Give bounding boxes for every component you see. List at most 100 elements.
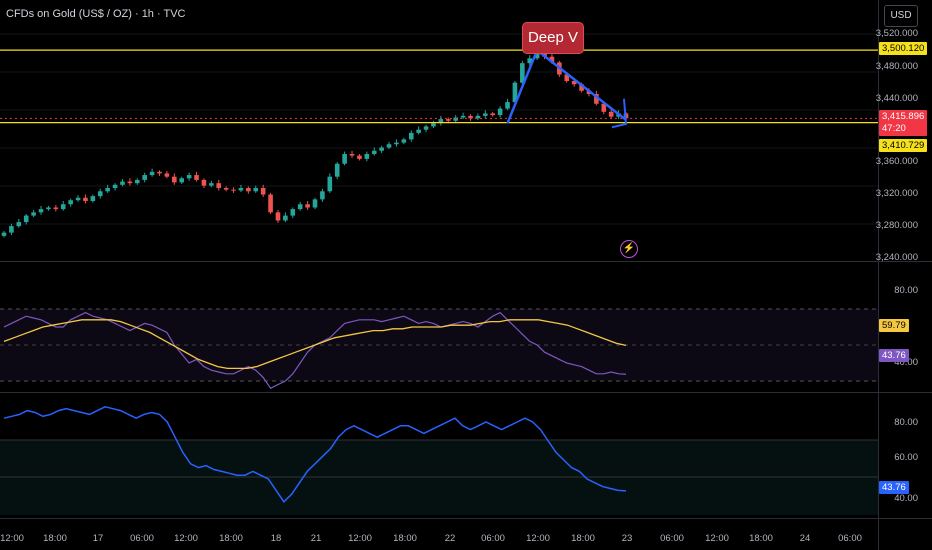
- deep-v-annotation[interactable]: Deep V: [522, 22, 584, 54]
- time-label: 12:00: [174, 533, 198, 544]
- candle-body: [90, 196, 96, 202]
- candle-body: [312, 199, 318, 208]
- candle-body: [349, 153, 355, 156]
- deep-v-arrow: [611, 98, 628, 129]
- candle-body: [564, 74, 570, 82]
- candle-body: [394, 142, 399, 145]
- candle-body: [290, 209, 296, 216]
- candle-body: [490, 113, 496, 116]
- price-tick: 3,480.000: [875, 61, 918, 72]
- candle-body: [549, 56, 555, 63]
- candle-body: [223, 188, 229, 190]
- candle-body: [520, 63, 525, 83]
- candle-body: [601, 103, 607, 112]
- candle-body: [357, 155, 362, 159]
- time-label: 23: [621, 533, 633, 544]
- time-label: 06:00: [481, 533, 505, 544]
- candle-body: [379, 147, 384, 151]
- candle-body: [231, 189, 236, 191]
- candle-body: [512, 82, 518, 103]
- time-label: 18:00: [393, 533, 417, 544]
- candle-body: [9, 226, 14, 233]
- candle-body: [401, 139, 407, 143]
- support-price-tag: 3,410.729: [879, 139, 928, 152]
- candle-body: [172, 176, 177, 183]
- candle-body: [453, 117, 458, 121]
- candle-body: [460, 115, 466, 118]
- candle-body: [594, 93, 599, 104]
- candle-body: [534, 50, 540, 59]
- time-label: 18:00: [219, 533, 243, 544]
- deep-v-drawing: [506, 48, 627, 124]
- candle-body: [579, 84, 584, 91]
- candle-body: [46, 207, 51, 210]
- candle-body: [120, 181, 125, 185]
- candle-body: [112, 184, 118, 189]
- price-axis[interactable]: [878, 0, 932, 550]
- time-label: 06:00: [660, 533, 684, 544]
- candle-body: [23, 215, 29, 223]
- rsi-tick: 80.00: [894, 285, 918, 296]
- candle-body: [1, 232, 7, 236]
- price-tick: 3,440.000: [875, 93, 918, 104]
- candle-body: [60, 204, 66, 210]
- time-label: 18:00: [749, 533, 773, 544]
- time-label: 12:00: [705, 533, 729, 544]
- candle-body: [179, 178, 185, 183]
- price-tick: 3,360.000: [875, 156, 918, 167]
- candle-body: [416, 129, 421, 133]
- candle-body: [334, 163, 340, 177]
- candle-body: [475, 115, 481, 119]
- candle-body: [608, 111, 614, 117]
- candle-body: [127, 181, 133, 184]
- pane-separator[interactable]: [0, 518, 932, 519]
- pane-separator[interactable]: [0, 261, 932, 262]
- resistance-price-tag: 3,500.120: [879, 42, 928, 55]
- candle-body: [497, 108, 503, 116]
- rsi-ma-line: [3, 319, 627, 370]
- price-tick: 3,520.000: [875, 28, 918, 39]
- lightning-icon[interactable]: ⚡: [620, 240, 638, 258]
- candle-body: [445, 119, 451, 121]
- oscillator-line: [3, 406, 627, 503]
- current-price-tag: 3,415.896 47:20: [879, 110, 928, 136]
- time-label: 06:00: [838, 533, 862, 544]
- candle-body: [216, 183, 222, 189]
- candle-body: [283, 215, 288, 221]
- candle-body: [142, 175, 147, 180]
- candle-body: [16, 222, 22, 227]
- candle-body: [246, 188, 251, 192]
- candle-body: [53, 207, 59, 210]
- currency-button[interactable]: USD: [884, 5, 918, 27]
- time-label: 18:00: [43, 533, 67, 544]
- candle-body: [364, 153, 370, 159]
- bar-countdown: 47:20: [882, 123, 906, 134]
- candle-body: [260, 188, 266, 195]
- time-label: 12:00: [0, 533, 24, 544]
- pane-separator[interactable]: [0, 392, 932, 393]
- candle-body: [157, 171, 162, 174]
- candle-body: [97, 191, 103, 197]
- chart-canvas[interactable]: [0, 0, 878, 550]
- osc-tick: 60.00: [894, 452, 918, 463]
- candle-body: [505, 102, 510, 109]
- candle-body: [68, 200, 73, 205]
- symbol-title[interactable]: CFDs on Gold (US$ / OZ) · 1h · TVC: [6, 8, 186, 20]
- chart-area[interactable]: [0, 0, 878, 550]
- candle-body: [164, 173, 170, 177]
- time-label: 24: [799, 533, 811, 544]
- time-label: 12:00: [526, 533, 550, 544]
- candle-body: [134, 179, 140, 184]
- current-price-value: 3,415.896: [882, 111, 925, 122]
- osc-tick: 40.00: [894, 493, 918, 504]
- candle-body: [527, 58, 533, 64]
- candle-body: [423, 126, 429, 130]
- candle-body: [201, 179, 207, 186]
- candle-body: [105, 188, 110, 192]
- candle-body: [268, 194, 273, 213]
- candle-body: [83, 197, 88, 202]
- osc-tick: 80.00: [894, 417, 918, 428]
- time-label: 18:00: [571, 533, 595, 544]
- candle-body: [342, 153, 347, 164]
- rsi-tick: 40.00: [894, 357, 918, 368]
